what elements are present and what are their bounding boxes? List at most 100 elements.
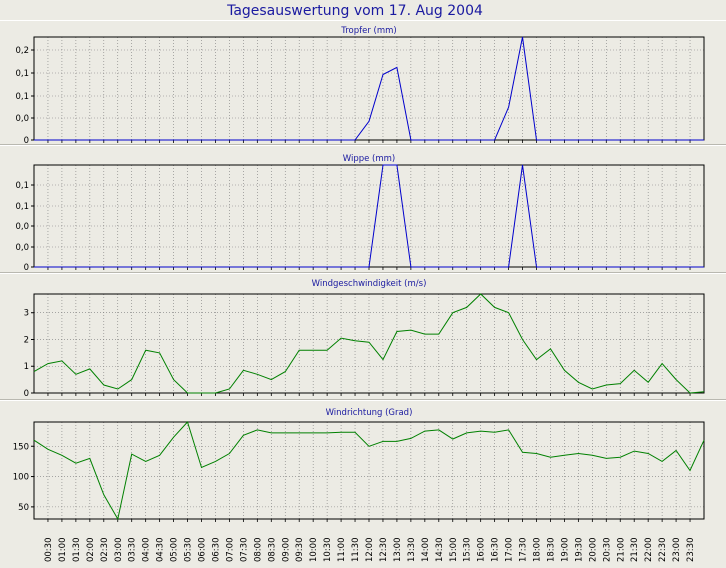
x-tick-label: 13:30 [407, 538, 417, 563]
data-point [424, 430, 425, 431]
data-point [536, 359, 537, 360]
y-tick-label: 0,1 [15, 181, 29, 191]
panel-title: Windrichtung (Grad) [326, 408, 413, 418]
data-point [634, 451, 635, 452]
x-tick-label: 11:30 [351, 538, 361, 563]
data-point [382, 74, 383, 75]
x-tick-label: 07:00 [225, 538, 235, 563]
series-line [34, 36, 704, 141]
x-tick-label: 10:30 [323, 538, 333, 563]
data-point [33, 371, 34, 372]
data-point [466, 432, 467, 433]
data-point [382, 359, 383, 360]
y-tick-label: 0,0 [15, 114, 29, 124]
data-point [662, 461, 663, 462]
x-tick-label: 10:00 [309, 538, 319, 563]
data-point [229, 388, 230, 389]
data-point [494, 307, 495, 308]
data-point [424, 334, 425, 335]
x-tick-label: 17:30 [519, 538, 529, 563]
data-point [578, 382, 579, 383]
data-point [536, 266, 537, 267]
x-tick-label: 13:00 [393, 538, 403, 563]
x-tick-label: 06:30 [211, 538, 221, 563]
data-point [257, 429, 258, 430]
data-point [522, 452, 523, 453]
x-tick-label: 19:00 [560, 538, 570, 563]
data-point [271, 432, 272, 433]
chart-panel-4: Windrichtung (Grad) 150 100 50 [13, 408, 705, 522]
data-point [662, 363, 663, 364]
data-point [606, 458, 607, 459]
data-point [313, 350, 314, 351]
data-point [61, 360, 62, 361]
x-tick-label: 18:30 [546, 538, 556, 563]
data-point [33, 440, 34, 441]
data-point [89, 458, 90, 459]
data-point [438, 334, 439, 335]
data-point [648, 453, 649, 454]
page-title: Tagesauswertung vom 17. Aug 2004 [226, 3, 483, 19]
x-tick-label: 04:00 [142, 538, 152, 563]
x-tick-label: 04:30 [156, 538, 166, 563]
data-point [159, 455, 160, 456]
data-point [536, 139, 537, 140]
y-tick-label: 0 [24, 263, 29, 273]
data-point [480, 430, 481, 431]
y-tick-label: 100 [13, 473, 29, 483]
data-point [285, 432, 286, 433]
data-point [215, 392, 216, 393]
data-point [368, 266, 369, 267]
x-tick-label: 22:30 [658, 538, 668, 563]
x-tick-label: 03:30 [128, 538, 138, 563]
data-point [703, 139, 704, 140]
data-point [689, 392, 690, 393]
chart-panel-2: Wippe (mm) 0,1 0,1 0,0 0,0 0 [0, 154, 726, 274]
data-point [103, 384, 104, 385]
y-tick-label: 2 [24, 335, 29, 345]
data-point [480, 293, 481, 294]
x-tick-label: 12:00 [365, 538, 375, 563]
x-tick-label: 23:30 [686, 538, 696, 563]
panel-title: Tropfer (mm) [340, 26, 396, 36]
data-point [103, 494, 104, 495]
data-point [354, 340, 355, 341]
x-tick-label: 08:00 [253, 538, 263, 563]
data-point [201, 392, 202, 393]
data-point [61, 455, 62, 456]
x-tick-label: 21:30 [630, 538, 640, 563]
y-tick-label: 0 [24, 136, 29, 146]
data-point [382, 441, 383, 442]
data-point [299, 432, 300, 433]
y-tick-label: 3 [24, 309, 29, 319]
data-point [620, 383, 621, 384]
data-point [550, 348, 551, 349]
data-point [675, 379, 676, 380]
data-point [271, 379, 272, 380]
data-point [340, 338, 341, 339]
chart-panel-1: Tropfer (mm) 0,2 0,1 0,1 0,0 0 [0, 26, 726, 146]
data-point [550, 457, 551, 458]
data-point [131, 379, 132, 380]
data-point [606, 384, 607, 385]
data-point [592, 455, 593, 456]
chart-panel-3: Windgeschwindigkeit (m/s) 3 2 1 0 [0, 279, 726, 401]
data-point [675, 450, 676, 451]
data-point [47, 363, 48, 364]
data-point [243, 435, 244, 436]
y-tick-label: 0,0 [15, 222, 29, 232]
data-point [327, 350, 328, 351]
data-point [620, 457, 621, 458]
data-point [89, 368, 90, 369]
data-point [564, 370, 565, 371]
x-tick-label: 05:30 [184, 538, 194, 563]
x-tick-label: 00:30 [44, 538, 54, 563]
data-point [536, 453, 537, 454]
x-tick-label: 02:30 [100, 538, 110, 563]
x-tick-label: 06:00 [198, 538, 208, 563]
y-tick-label: 1 [24, 362, 29, 372]
data-point [354, 139, 355, 140]
panels-group: Tropfer (mm) 0,2 0,1 0,1 0,0 0 Wippe (mm) 0,1 0,… [0, 26, 726, 522]
